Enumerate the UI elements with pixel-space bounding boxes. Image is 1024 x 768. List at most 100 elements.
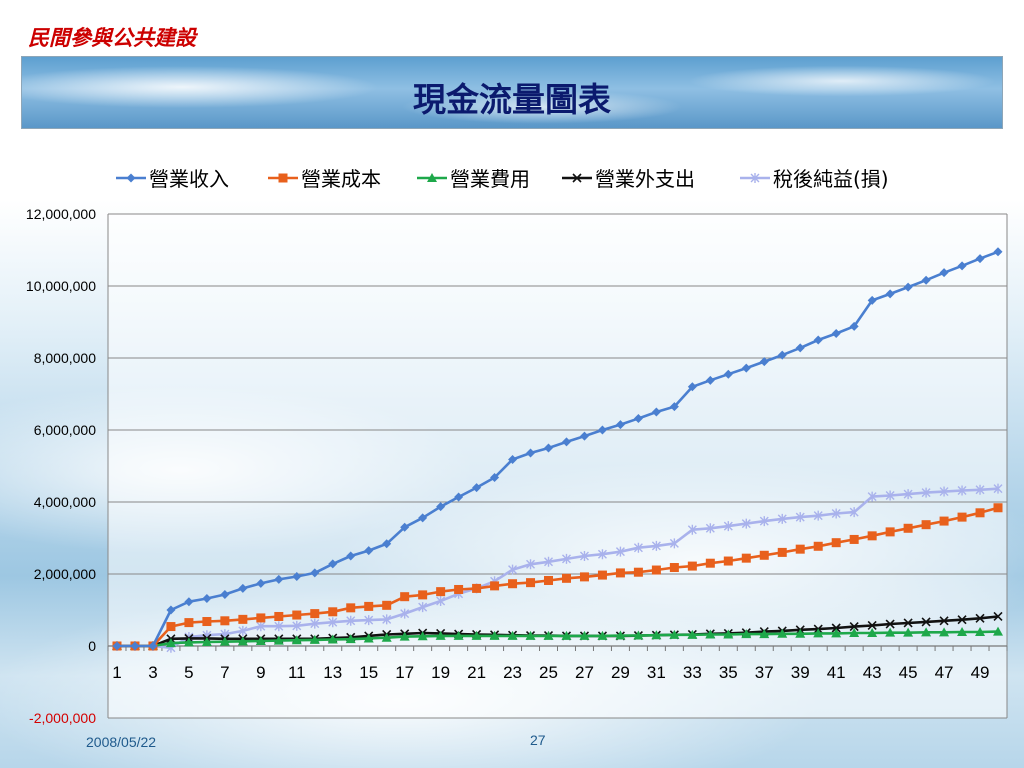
data-point	[903, 618, 913, 628]
data-point	[867, 491, 877, 502]
data-point	[777, 628, 788, 638]
data-point	[399, 631, 410, 641]
data-point	[165, 638, 176, 648]
series-line	[117, 630, 999, 648]
data-point	[544, 575, 554, 585]
legend-label: 稅後純益(損)	[773, 167, 889, 191]
data-point	[669, 402, 679, 412]
x-tick-label: 3	[148, 663, 157, 682]
data-point	[489, 630, 500, 640]
data-point	[705, 558, 715, 568]
data-point	[813, 541, 823, 551]
data-point	[687, 524, 697, 535]
data-point	[238, 625, 248, 636]
data-point	[741, 553, 751, 563]
data-point	[453, 630, 464, 640]
data-point	[795, 512, 805, 523]
data-point	[490, 581, 500, 591]
data-point	[741, 518, 751, 529]
data-point	[669, 629, 680, 639]
data-point	[278, 173, 288, 183]
data-point	[400, 608, 410, 619]
footer-date: 2008/05/22	[86, 734, 157, 750]
data-point	[561, 573, 571, 583]
data-point	[633, 413, 643, 423]
data-point	[454, 492, 464, 502]
data-point	[615, 420, 625, 430]
data-point	[364, 546, 374, 556]
organization-label: 民間參與公共建設	[28, 25, 196, 50]
data-point	[220, 616, 230, 626]
data-point	[705, 375, 715, 385]
series-line	[117, 487, 999, 650]
data-point	[418, 590, 428, 600]
x-tick-label: 17	[395, 663, 414, 682]
x-tick-label: 7	[220, 663, 229, 682]
data-point	[400, 592, 410, 602]
data-point	[813, 628, 824, 638]
series-1	[112, 247, 1003, 651]
data-point	[957, 512, 967, 522]
data-point	[579, 431, 589, 441]
data-point	[723, 369, 733, 379]
data-point	[291, 635, 302, 645]
data-point	[795, 628, 806, 638]
legend-label: 營業成本	[301, 167, 381, 191]
data-point	[310, 618, 320, 629]
legend-item: 營業外支出	[562, 167, 695, 191]
data-point	[921, 617, 931, 627]
data-point	[201, 637, 212, 647]
data-point	[939, 486, 949, 497]
data-point	[831, 538, 841, 548]
data-point	[597, 630, 608, 640]
data-point	[831, 623, 841, 633]
series-5	[112, 483, 1003, 653]
data-point	[561, 553, 571, 564]
data-point	[615, 568, 625, 578]
slide-title: 現金流量圖表	[413, 80, 611, 119]
data-point	[741, 363, 751, 373]
data-point	[126, 173, 136, 183]
data-point	[687, 382, 697, 392]
data-point	[572, 173, 582, 183]
y-tick-label: -2,000,000	[29, 710, 96, 726]
data-point	[777, 513, 787, 524]
data-point	[292, 572, 302, 582]
legend-item: 營業收入	[116, 167, 229, 191]
data-point	[238, 614, 248, 624]
x-tick-label: 29	[611, 663, 630, 682]
data-point	[237, 636, 248, 646]
data-point	[957, 485, 967, 496]
data-point	[417, 631, 428, 641]
data-point	[993, 626, 1004, 636]
data-point	[759, 357, 769, 367]
y-tick-label: 10,000,000	[26, 278, 96, 294]
data-point	[436, 596, 446, 606]
data-point	[651, 630, 662, 640]
data-point	[975, 254, 985, 264]
data-point	[975, 484, 985, 495]
data-point	[508, 455, 518, 465]
data-point	[454, 584, 464, 594]
data-point	[112, 641, 122, 651]
data-point	[382, 614, 392, 625]
data-point	[525, 630, 536, 640]
x-tick-label: 47	[935, 663, 954, 682]
data-point	[526, 559, 536, 570]
data-point	[849, 621, 859, 632]
data-point	[219, 636, 230, 646]
data-point	[849, 321, 859, 331]
data-point	[597, 549, 607, 560]
y-tick-label: 2,000,000	[34, 566, 96, 582]
data-point	[345, 634, 356, 644]
data-point	[939, 616, 949, 626]
data-point	[750, 173, 760, 183]
data-point	[921, 487, 931, 498]
x-tick-label: 5	[184, 663, 193, 682]
data-point	[651, 540, 661, 551]
data-point	[759, 550, 769, 560]
data-point	[292, 620, 302, 631]
data-point	[472, 483, 482, 493]
x-tick-label: 31	[647, 663, 666, 682]
data-point	[256, 613, 266, 623]
